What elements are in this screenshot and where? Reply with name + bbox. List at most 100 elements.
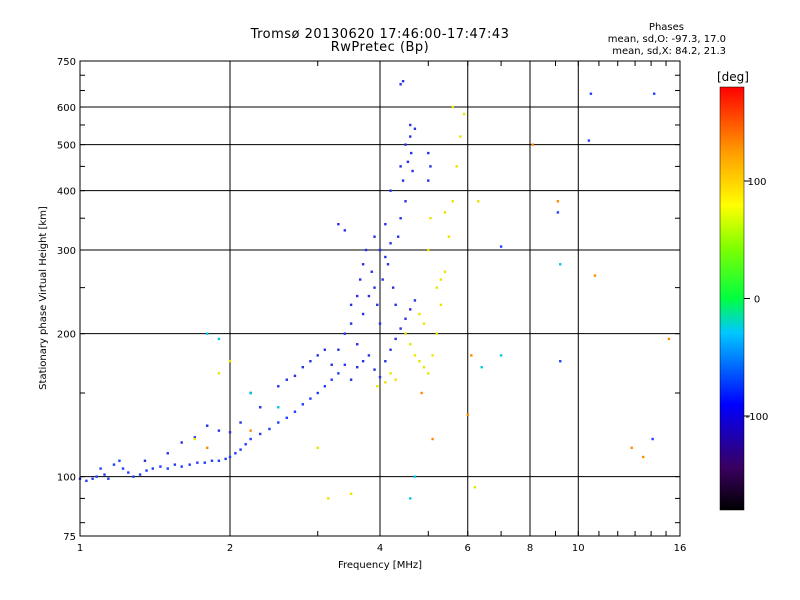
data-point [85,479,88,483]
data-point [166,467,169,470]
x-tick-label: 16 [674,543,687,554]
y-axis-label: Stationary phase Virtual Height [km] [38,206,49,390]
data-point [112,463,116,466]
data-point [205,332,209,335]
data-point [413,299,417,302]
data-point [210,459,214,462]
data-point [196,461,199,464]
data-point [630,446,633,450]
data-point [404,317,407,320]
data-point [323,348,327,351]
data-point [429,217,432,220]
data-point [652,92,656,95]
data-point [259,406,262,409]
data-point [386,263,390,266]
data-point [401,179,405,182]
data-point [455,165,458,168]
data-point [205,446,209,450]
data-point [473,486,477,489]
data-point [349,322,353,325]
stats-heading: Phases [648,22,684,33]
data-point [285,416,288,420]
data-point [95,475,98,478]
data-point [470,354,473,357]
data-point [355,365,359,369]
data-point [138,473,142,476]
data-point [480,365,483,369]
data-point [367,294,371,298]
x-tick-label: 8 [527,543,533,554]
data-point [409,151,413,155]
data-point [404,332,407,335]
data-point [409,497,412,500]
data-point [499,354,503,357]
data-point [389,242,392,245]
x-axis-label: Frequency [MHz] [338,560,422,571]
data-point [121,467,125,470]
data-point [642,455,645,459]
data-point [427,372,430,375]
data-point [316,391,319,395]
data-point [427,179,430,182]
data-point [118,459,121,462]
data-point [389,372,392,375]
y-tick-label: 600 [57,103,76,114]
data-point [451,105,455,109]
data-point [413,127,417,130]
data-point [173,463,177,466]
data-point [228,455,232,459]
data-point [364,248,368,252]
data-point [244,443,247,446]
data-point [277,421,280,424]
data-point [217,429,221,432]
data-point [180,441,183,444]
data-point [427,248,430,252]
data-point [531,143,534,146]
data-point [217,459,221,462]
data-point [224,457,227,461]
axis-ticks: 1 2 4 6 8 10 16 75 100 200 300 400 500 600 750 [57,57,686,554]
data-point [217,337,221,341]
data-point [323,385,327,388]
colorbar-tick-label: -100 [746,412,769,423]
stats-o-mode: mean, sd,O: -97.3, 17.0 [607,34,726,45]
data-point [330,378,333,381]
data-point [394,337,397,341]
data-point [91,477,94,480]
data-point [401,80,405,83]
data-point [431,354,434,357]
data-point [343,363,347,366]
data-point [249,437,252,441]
data-point [378,322,382,325]
data-point [337,372,340,375]
data-point [431,437,434,441]
data-point [667,337,671,341]
data-point [301,403,305,406]
chart-subtitle: RwPretec (Bp) [330,40,430,55]
data-point [159,465,162,468]
y-tick-label: 750 [57,57,76,68]
data-point [343,332,347,335]
colorbar [719,86,745,511]
data-point [378,248,382,252]
data-point [355,294,359,298]
data-point [249,391,252,395]
data-point [349,303,353,307]
data-point [193,437,197,441]
data-point [107,477,110,480]
data-point [391,286,395,289]
grid-lines [80,61,680,536]
data-point [399,217,402,220]
colorbar-tick-label: 100 [747,177,766,188]
data-point [447,235,451,238]
data-point [384,223,387,226]
data-point [293,410,297,413]
data-point [384,360,387,363]
data-point [593,274,597,277]
data-point [418,360,421,363]
data-point [404,143,407,146]
data-point [259,432,262,436]
data-point [429,165,432,168]
data-point [409,343,412,346]
data-point [422,365,426,369]
